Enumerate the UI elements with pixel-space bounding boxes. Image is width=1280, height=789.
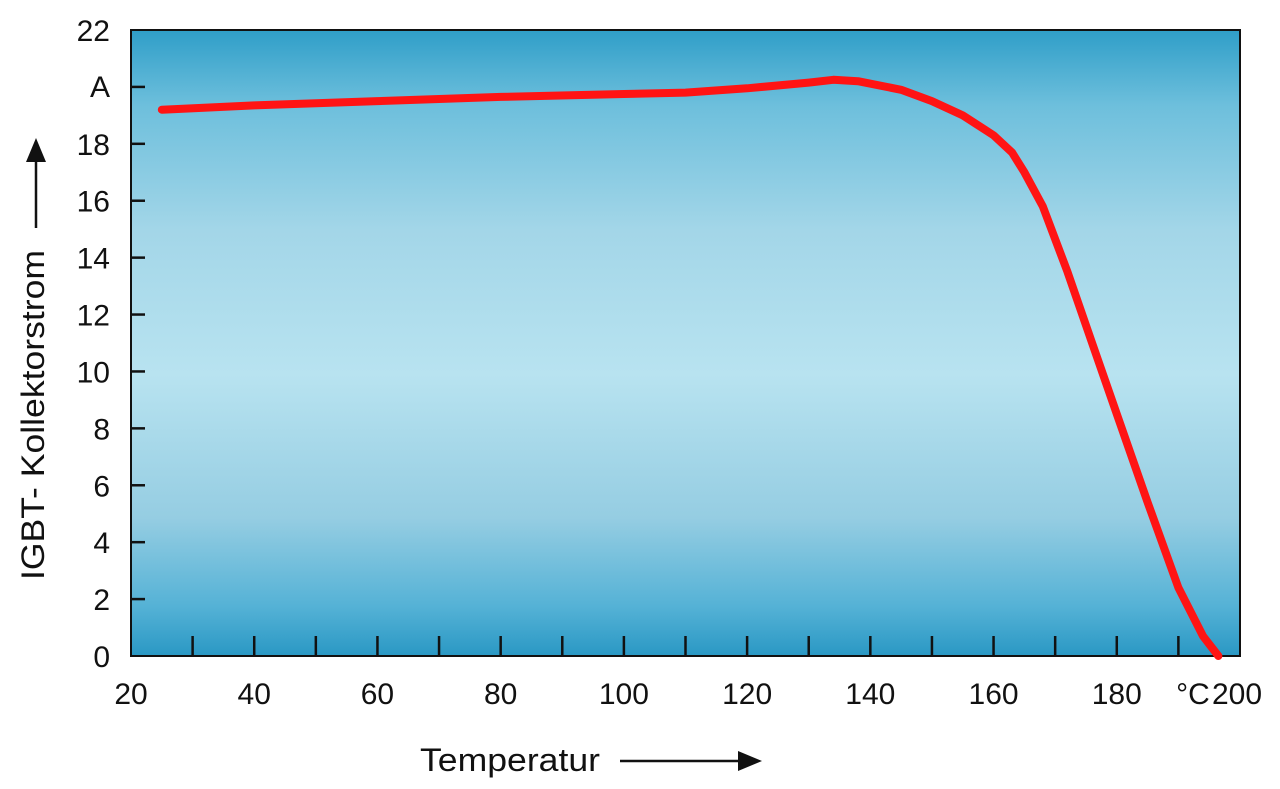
y-axis-arrow (26, 138, 46, 228)
y-tick-label: 6 (93, 470, 110, 503)
y-tick-label: 14 (77, 243, 110, 276)
x-axis-title: Temperatur (420, 742, 600, 778)
x-tick-label: 160 (969, 678, 1019, 711)
y-tick-label: 22 (77, 15, 110, 48)
series-line-igbt-current (157, 75, 1223, 660)
y-tick-label: 18 (77, 129, 110, 162)
y-tick-label: 16 (77, 186, 110, 219)
x-unit-label: °C (1176, 678, 1210, 711)
x-axis-arrow (620, 751, 762, 771)
x-tick-label: 180 (1092, 678, 1142, 711)
y-tick-label: 0 (93, 641, 110, 674)
y-tick-label: 10 (77, 356, 110, 389)
plot-area (130, 29, 1241, 657)
y-tick-label: 8 (93, 413, 110, 446)
x-tick-label: 200 (1212, 678, 1262, 711)
y-axis-title: IGBT- Kollektorstrom (15, 250, 51, 580)
y-tick-labels: 0 2 4 6 8 10 12 14 16 18 22 (77, 15, 110, 674)
x-tick-labels: 20 40 60 80 100 120 140 160 180 200 (114, 678, 1262, 711)
x-tick-label: 40 (238, 678, 271, 711)
x-minor-ticks (191, 636, 1180, 656)
y-unit-label: A (90, 71, 110, 104)
x-tick-label: 140 (845, 678, 895, 711)
x-tick-label: 60 (361, 678, 394, 711)
x-tick-label: 120 (722, 678, 772, 711)
x-tick-label: 20 (114, 678, 147, 711)
y-tick-label: 4 (93, 527, 110, 560)
y-tick-label: 12 (77, 300, 110, 333)
x-tick-label: 80 (484, 678, 517, 711)
y-ticks (131, 85, 145, 601)
y-tick-label: 2 (93, 584, 110, 617)
x-tick-label: 100 (599, 678, 649, 711)
